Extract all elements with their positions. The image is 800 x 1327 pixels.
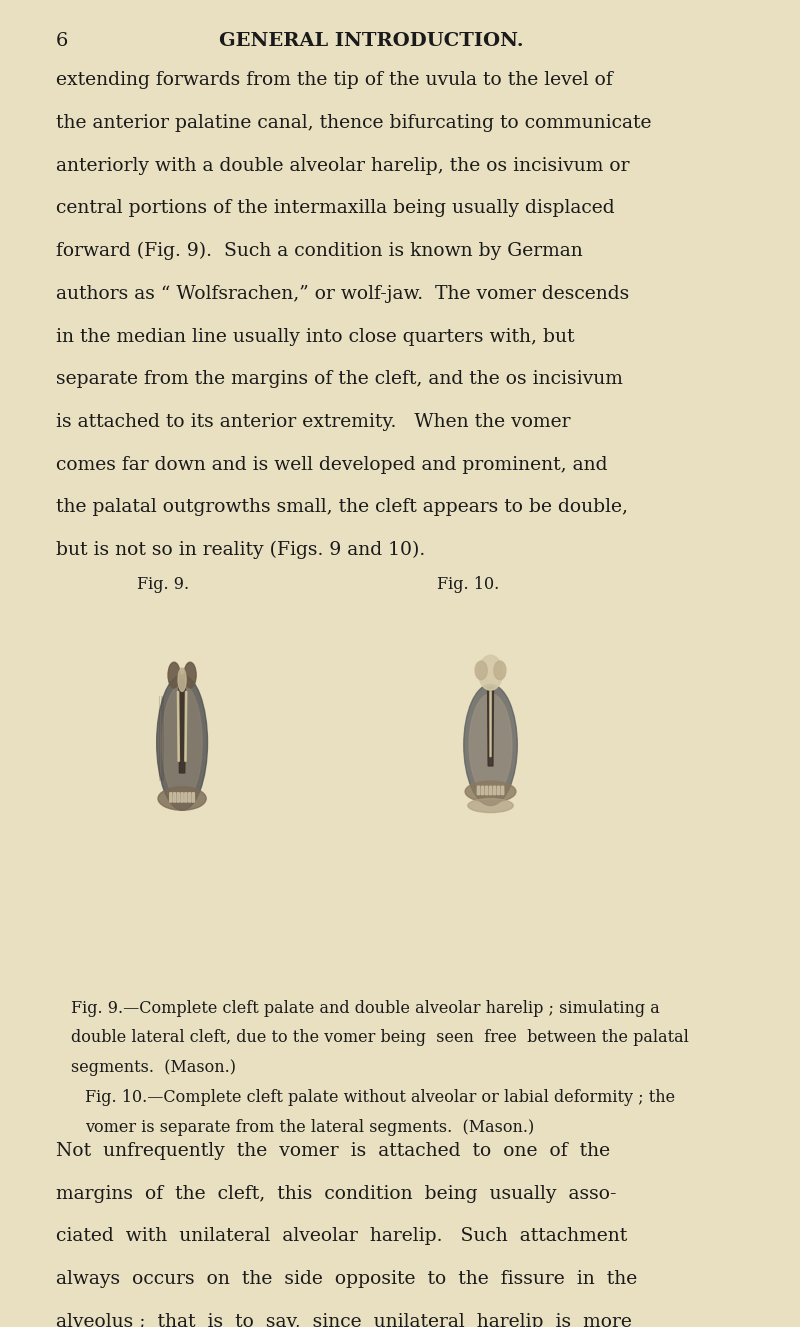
Polygon shape [486, 786, 488, 795]
Polygon shape [174, 792, 176, 802]
Polygon shape [185, 792, 187, 802]
Polygon shape [498, 786, 500, 795]
Polygon shape [178, 691, 179, 762]
Text: Not  unfrequently  the  vomer  is  attached  to  one  of  the: Not unfrequently the vomer is attached t… [56, 1143, 610, 1160]
Text: Fig. 9.—Complete cleft palate and double alveolar harelip ; simulating a: Fig. 9.—Complete cleft palate and double… [70, 999, 659, 1016]
Text: margins  of  the  cleft,  this  condition  being  usually  asso-: margins of the cleft, this condition bei… [56, 1185, 616, 1202]
Text: authors as “ Wolfsrachen,” or wolf-jaw.  The vomer descends: authors as “ Wolfsrachen,” or wolf-jaw. … [56, 285, 629, 303]
Polygon shape [487, 686, 494, 766]
Polygon shape [482, 786, 484, 795]
Text: but is not so in reality (Figs. 9 and 10).: but is not so in reality (Figs. 9 and 10… [56, 541, 425, 560]
Polygon shape [502, 786, 504, 795]
Ellipse shape [158, 787, 206, 811]
Text: in the median line usually into close quarters with, but: in the median line usually into close qu… [56, 328, 574, 345]
Polygon shape [478, 786, 480, 795]
Ellipse shape [464, 685, 518, 805]
Ellipse shape [475, 661, 487, 679]
Polygon shape [490, 786, 492, 795]
Polygon shape [177, 792, 179, 802]
Polygon shape [185, 691, 186, 762]
Ellipse shape [157, 675, 207, 811]
Text: is attached to its anterior extremity.   When the vomer: is attached to its anterior extremity. W… [56, 413, 570, 431]
Ellipse shape [162, 685, 202, 802]
Polygon shape [188, 792, 190, 802]
Ellipse shape [469, 694, 512, 796]
Ellipse shape [478, 656, 502, 690]
Text: anteriorly with a double alveolar harelip, the os incisivum or: anteriorly with a double alveolar hareli… [56, 157, 630, 175]
Text: Fig. 9.: Fig. 9. [138, 576, 190, 593]
Polygon shape [192, 792, 194, 802]
Ellipse shape [494, 661, 506, 679]
Text: vomer is separate from the lateral segments.  (Mason.): vomer is separate from the lateral segme… [86, 1119, 534, 1136]
Ellipse shape [465, 782, 516, 802]
Ellipse shape [184, 662, 196, 687]
Polygon shape [170, 792, 172, 802]
Text: comes far down and is well developed and prominent, and: comes far down and is well developed and… [56, 455, 607, 474]
Text: extending forwards from the tip of the uvula to the level of: extending forwards from the tip of the u… [56, 72, 613, 89]
Polygon shape [178, 679, 186, 772]
Text: always  occurs  on  the  side  opposite  to  the  fissure  in  the: always occurs on the side opposite to th… [56, 1270, 637, 1289]
Text: segments.  (Mason.): segments. (Mason.) [70, 1059, 236, 1076]
Text: forward (Fig. 9).  Such a condition is known by German: forward (Fig. 9). Such a condition is kn… [56, 242, 582, 260]
Text: double lateral cleft, due to the vomer being  seen  free  between the palatal: double lateral cleft, due to the vomer b… [70, 1030, 689, 1046]
Text: alveolus ;  that  is  to  say,  since  unilateral  harelip  is  more: alveolus ; that is to say, since unilate… [56, 1312, 632, 1327]
Text: ciated  with  unilateral  alveolar  harelip.   Such  attachment: ciated with unilateral alveolar harelip.… [56, 1227, 627, 1245]
Polygon shape [490, 691, 491, 756]
Text: the anterior palatine canal, thence bifurcating to communicate: the anterior palatine canal, thence bifu… [56, 114, 651, 131]
Text: the palatal outgrowths small, the cleft appears to be double,: the palatal outgrowths small, the cleft … [56, 499, 628, 516]
Text: 6: 6 [56, 32, 68, 50]
Text: Fig. 10.—Complete cleft palate without alveolar or labial deformity ; the: Fig. 10.—Complete cleft palate without a… [86, 1089, 675, 1105]
Polygon shape [494, 786, 496, 795]
Text: Fig. 10.: Fig. 10. [437, 576, 499, 593]
Text: GENERAL INTRODUCTION.: GENERAL INTRODUCTION. [219, 32, 524, 50]
Ellipse shape [168, 662, 180, 687]
Polygon shape [181, 792, 183, 802]
Text: separate from the margins of the cleft, and the os incisivum: separate from the margins of the cleft, … [56, 370, 622, 389]
Text: central portions of the intermaxilla being usually displaced: central portions of the intermaxilla bei… [56, 199, 614, 218]
Ellipse shape [178, 667, 186, 691]
Ellipse shape [468, 799, 514, 812]
